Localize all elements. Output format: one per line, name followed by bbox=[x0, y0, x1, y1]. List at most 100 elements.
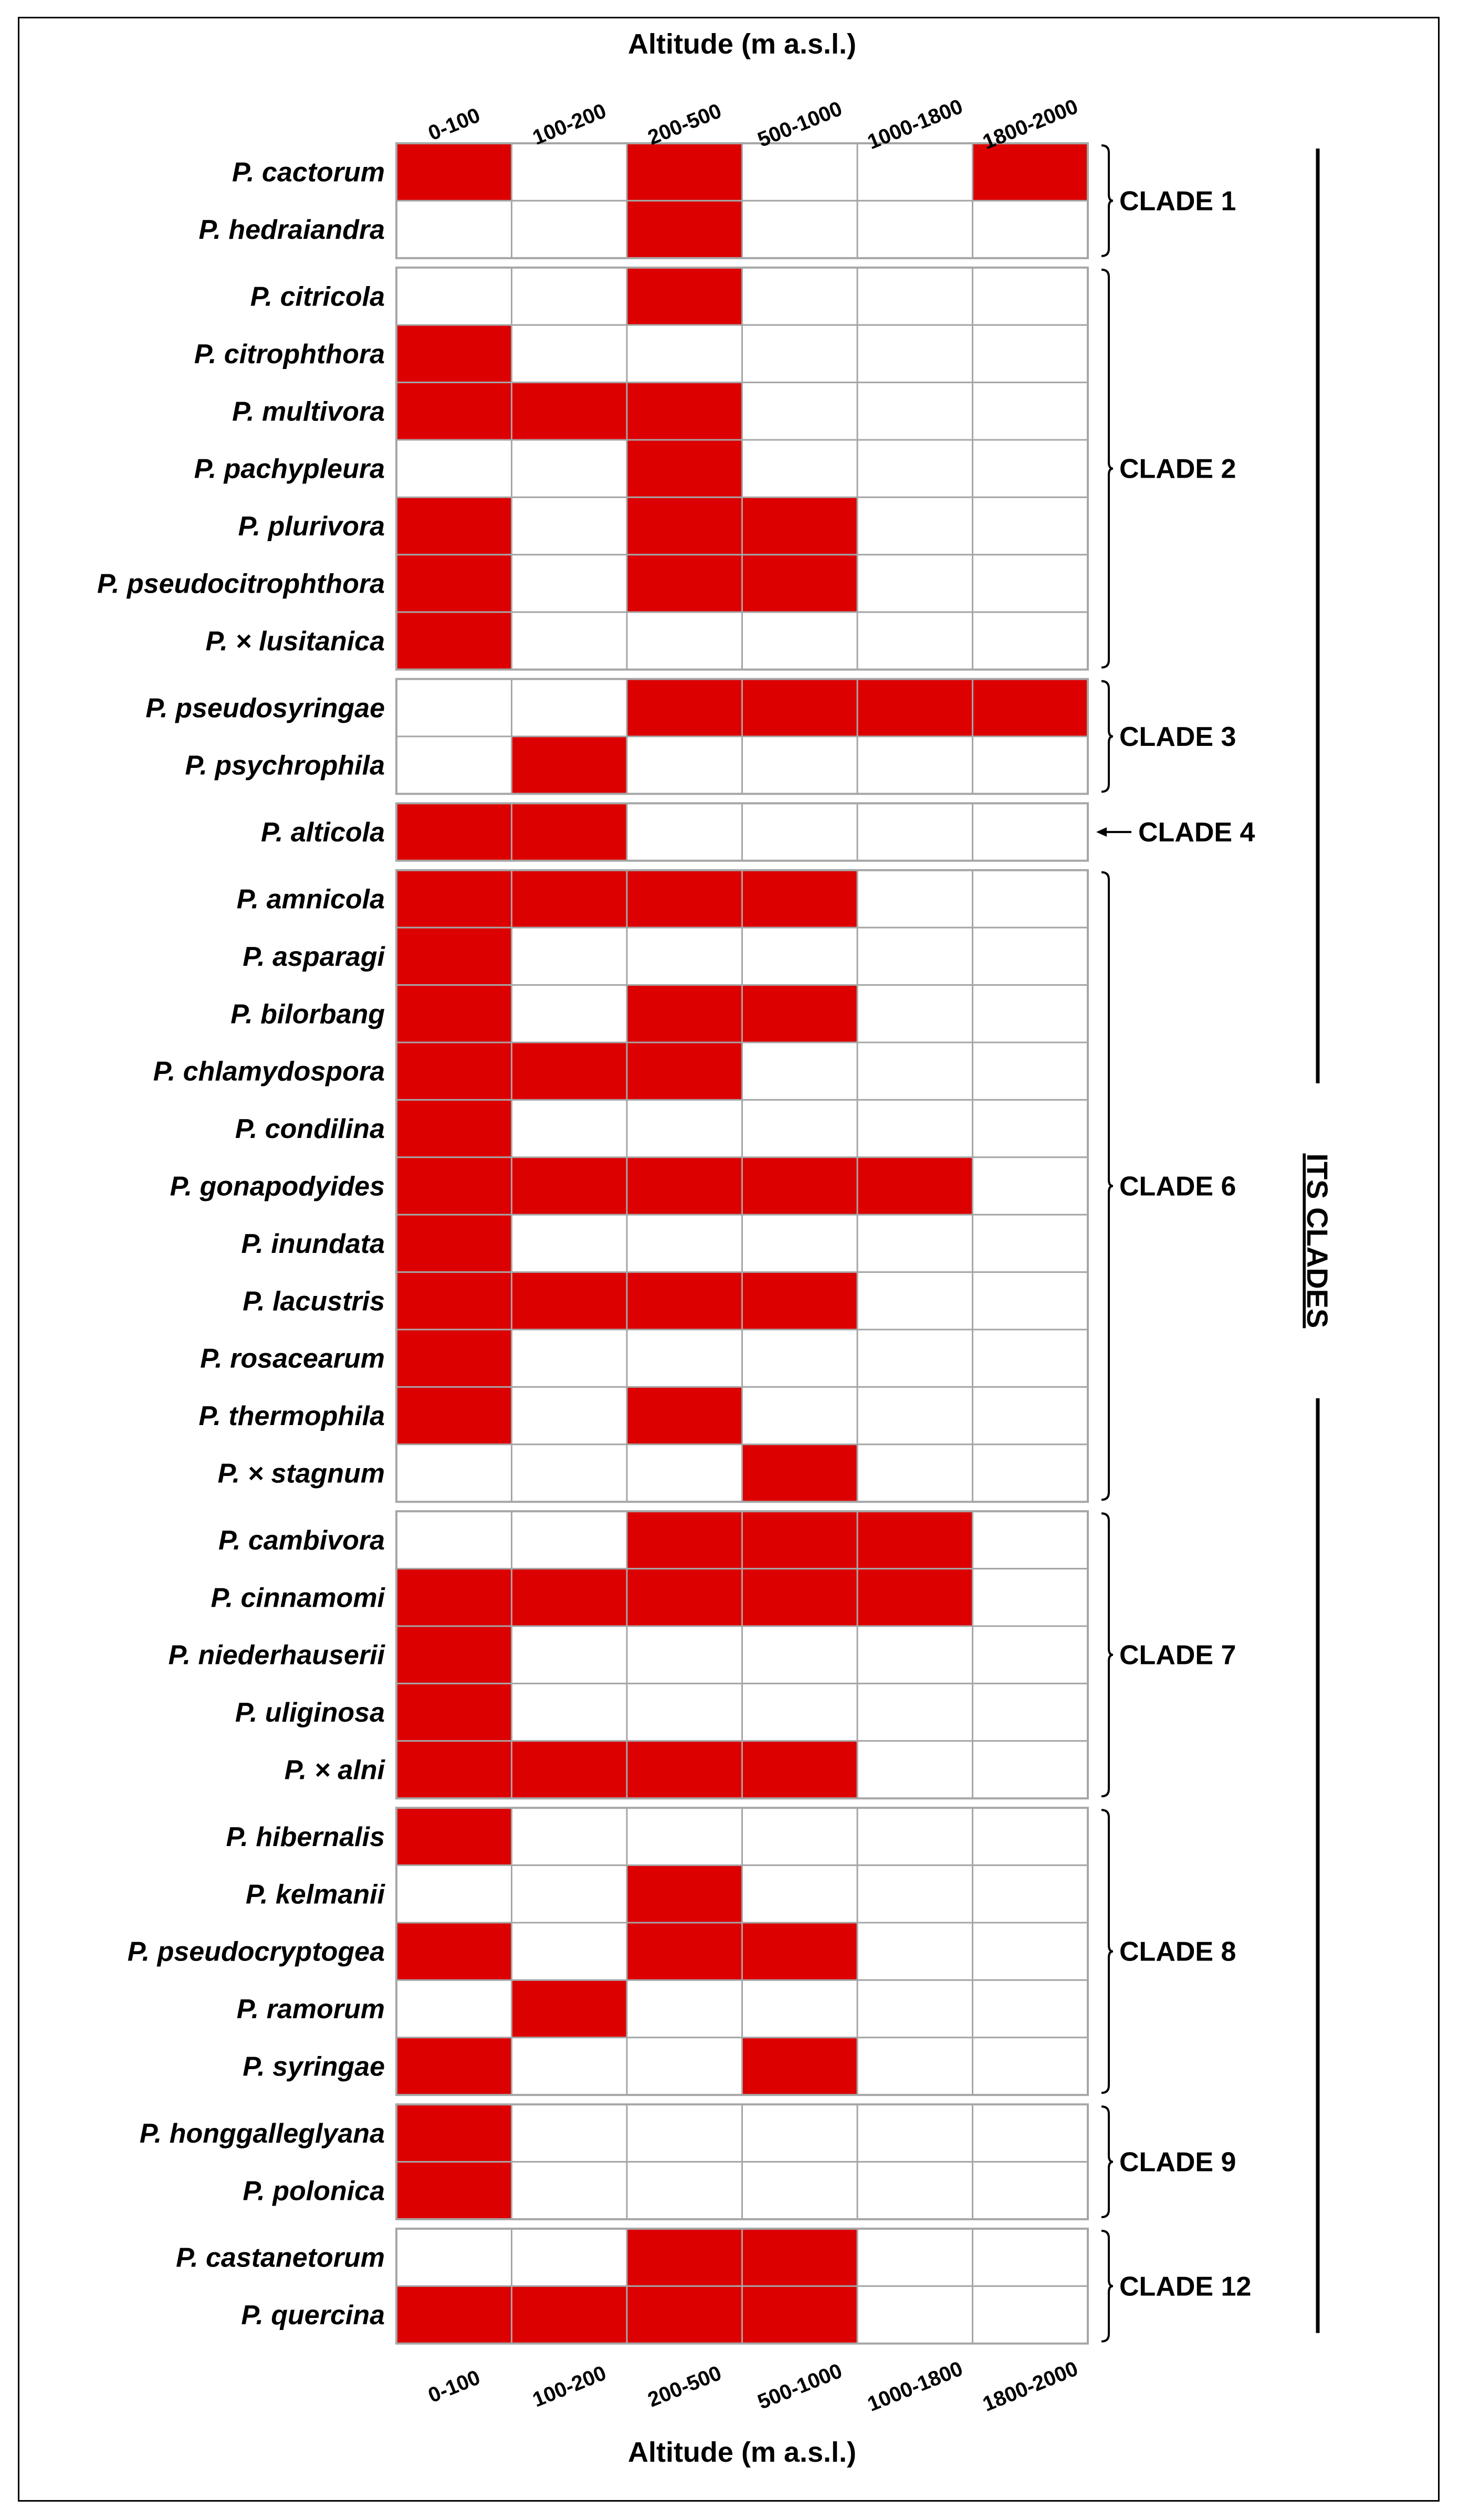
heatmap-cell bbox=[741, 678, 858, 737]
species-label: P. niederhauserii bbox=[169, 1640, 386, 1671]
species-label: P. inundata bbox=[241, 1229, 385, 1259]
heatmap-cell bbox=[972, 1864, 1089, 1924]
heatmap-cell bbox=[741, 1271, 858, 1331]
heatmap-cell bbox=[395, 1214, 512, 1273]
heatmap-cell bbox=[511, 984, 628, 1043]
heatmap-cell bbox=[626, 1443, 743, 1503]
heatmap-cell bbox=[626, 554, 743, 613]
heatmap-cell bbox=[511, 142, 628, 202]
heatmap-cell bbox=[626, 1156, 743, 1216]
heatmap-cell bbox=[511, 496, 628, 556]
heatmap-cell bbox=[856, 2228, 973, 2287]
heatmap-cell bbox=[395, 142, 512, 202]
heatmap-cell bbox=[741, 554, 858, 613]
heatmap-cell bbox=[741, 2285, 858, 2345]
heatmap-cell bbox=[626, 1271, 743, 1331]
heatmap-cell bbox=[511, 611, 628, 671]
heatmap-cell bbox=[972, 2161, 1089, 2220]
heatmap-cell bbox=[511, 439, 628, 498]
heatmap-cell bbox=[626, 1214, 743, 1273]
tick-label-bottom: 100-200 bbox=[529, 2361, 610, 2412]
species-label: P. pachypleura bbox=[194, 454, 385, 484]
heatmap-cell bbox=[511, 1386, 628, 1446]
heatmap-cell bbox=[972, 1271, 1089, 1331]
clade-label: CLADE 4 bbox=[1138, 817, 1255, 848]
heatmap-cell bbox=[856, 2103, 973, 2163]
heatmap-cell bbox=[511, 1625, 628, 1684]
heatmap-cell bbox=[856, 382, 973, 441]
heatmap-cell bbox=[741, 735, 858, 795]
heatmap-cell bbox=[856, 199, 973, 259]
heatmap-cell bbox=[626, 678, 743, 737]
heatmap-cell bbox=[856, 1979, 973, 2039]
heatmap-cell bbox=[741, 2161, 858, 2220]
species-label: P. hedraiandra bbox=[198, 215, 385, 245]
clade-block-border bbox=[395, 1807, 1089, 2096]
heatmap-cell bbox=[395, 439, 512, 498]
clade-block-border bbox=[395, 142, 1089, 259]
heatmap-cell bbox=[856, 267, 973, 326]
heatmap-cell bbox=[972, 678, 1089, 737]
its-clades-label: ITS CLADES bbox=[1301, 1153, 1334, 1328]
heatmap-cell bbox=[856, 1386, 973, 1446]
clade-bracket bbox=[1101, 871, 1114, 1501]
tick-label-bottom: 500-1000 bbox=[754, 2359, 845, 2414]
heatmap-cell bbox=[626, 1099, 743, 1158]
heatmap-cell bbox=[395, 1386, 512, 1446]
heatmap-cell bbox=[395, 1625, 512, 1684]
heatmap-cell bbox=[972, 1625, 1089, 1684]
heatmap-cell bbox=[972, 496, 1089, 556]
heatmap-cell bbox=[972, 1740, 1089, 1799]
species-label: P. thermophila bbox=[199, 1401, 385, 1431]
heatmap-cell bbox=[626, 1682, 743, 1742]
heatmap-cell bbox=[626, 439, 743, 498]
species-label: P. ramorum bbox=[237, 1994, 385, 2025]
species-label: P. bilorbang bbox=[230, 999, 385, 1029]
figure-frame bbox=[18, 17, 1440, 2502]
clade-bracket bbox=[1101, 680, 1114, 793]
heatmap-cell bbox=[741, 1625, 858, 1684]
heatmap-cell bbox=[395, 1922, 512, 1981]
heatmap-cell bbox=[856, 1271, 973, 1331]
heatmap-cell bbox=[856, 496, 973, 556]
heatmap-cell bbox=[626, 2103, 743, 2163]
heatmap-cell bbox=[626, 1807, 743, 1867]
heatmap-cell bbox=[511, 1443, 628, 1503]
heatmap-cell bbox=[395, 2037, 512, 2096]
tick-label-top: 200-500 bbox=[645, 99, 725, 150]
heatmap-cell bbox=[626, 2037, 743, 2096]
heatmap-cell bbox=[395, 1807, 512, 1867]
heatmap-cell bbox=[511, 1156, 628, 1216]
heatmap-cell bbox=[972, 2285, 1089, 2345]
species-label: P. alticola bbox=[261, 817, 385, 848]
tick-label-top: 0-100 bbox=[425, 103, 483, 145]
tick-label-top: 100-200 bbox=[529, 99, 610, 150]
species-label: P. cactorum bbox=[232, 157, 385, 188]
clade-block-border bbox=[395, 2103, 1089, 2220]
species-label: P. uliginosa bbox=[235, 1697, 385, 1728]
clade-block-border bbox=[395, 678, 1089, 795]
species-label: P. amnicola bbox=[237, 884, 385, 915]
species-label: P. × lusitanica bbox=[205, 626, 385, 657]
heatmap-cell bbox=[972, 324, 1089, 384]
heatmap-cell bbox=[741, 1156, 858, 1216]
heatmap-cell bbox=[395, 324, 512, 384]
heatmap-cell bbox=[511, 926, 628, 986]
heatmap-cell bbox=[741, 1922, 858, 1981]
clade-bracket bbox=[1101, 1809, 1114, 2094]
heatmap-cell bbox=[395, 1979, 512, 2039]
heatmap-cell bbox=[626, 1386, 743, 1446]
heatmap-cell bbox=[741, 1214, 858, 1273]
heatmap-cell bbox=[741, 324, 858, 384]
heatmap-cell bbox=[511, 869, 628, 929]
heatmap-cell bbox=[741, 2228, 858, 2287]
heatmap-cell bbox=[972, 1807, 1089, 1867]
heatmap-cell bbox=[856, 735, 973, 795]
heatmap-cell bbox=[395, 678, 512, 737]
heatmap-cell bbox=[511, 1740, 628, 1799]
heatmap-cell bbox=[395, 554, 512, 613]
heatmap-cell bbox=[741, 869, 858, 929]
heatmap-cell bbox=[741, 1386, 858, 1446]
heatmap-cell bbox=[972, 1979, 1089, 2039]
heatmap-cell bbox=[626, 611, 743, 671]
